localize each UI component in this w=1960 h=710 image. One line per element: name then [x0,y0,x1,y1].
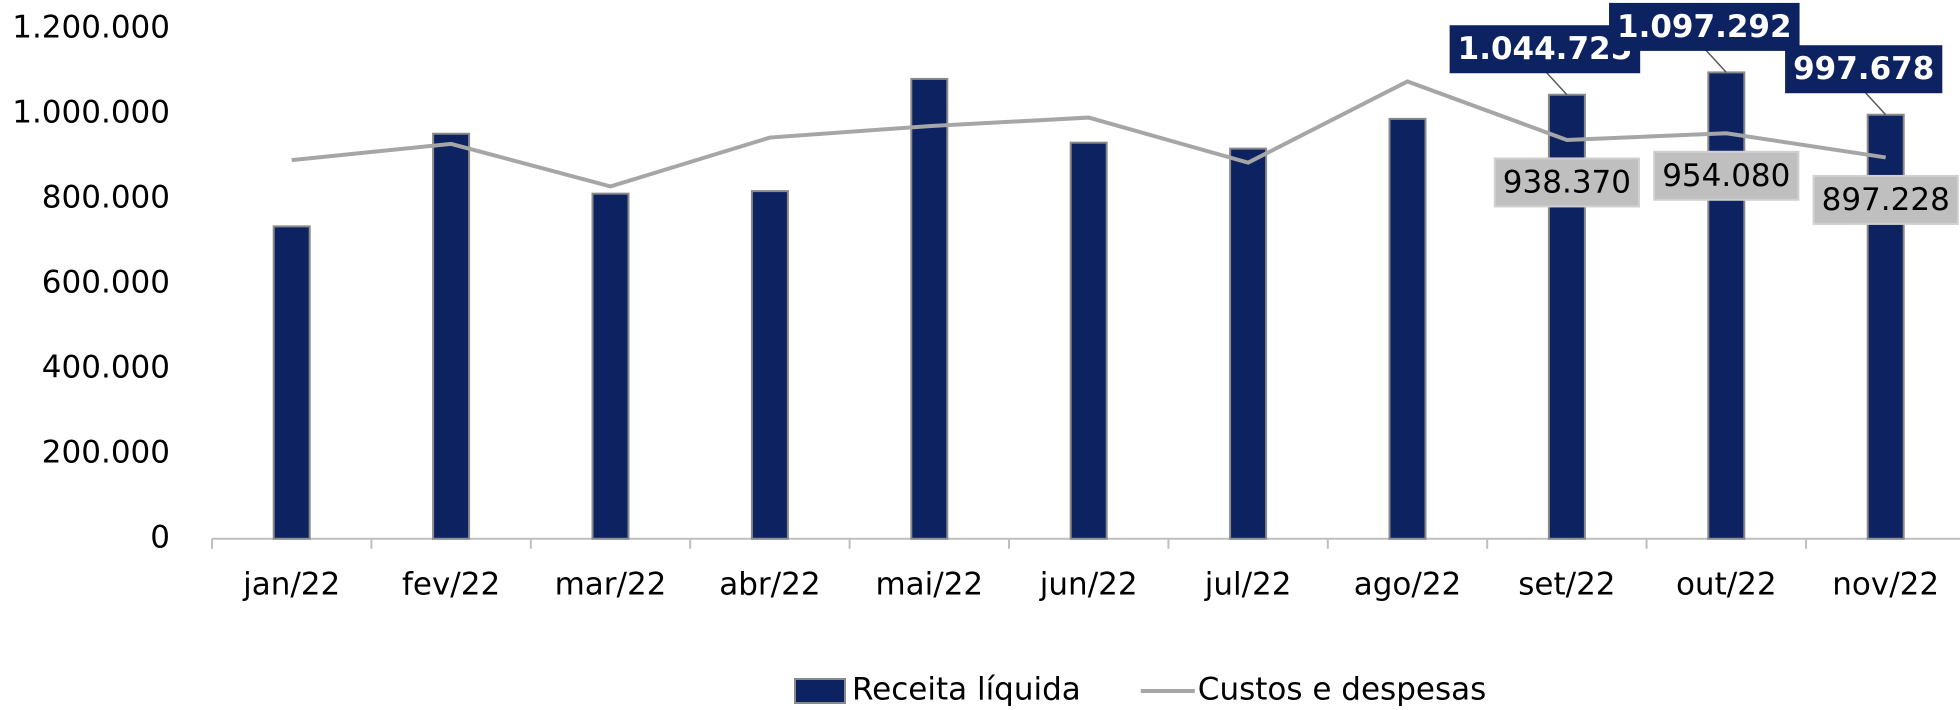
data-label: 997.678 [1793,51,1934,87]
label-box [1609,2,1800,51]
data-label: 1.044.725 [1458,31,1633,67]
data-label: 954.080 [1662,158,1790,194]
y-tick-label: 400.000 [42,349,170,385]
legend-swatch [794,678,846,704]
bar [1707,71,1746,540]
y-tick-label: 200.000 [42,434,170,470]
bar [1069,141,1108,540]
x-tick-label: jan/22 [242,567,340,603]
label-leader [1544,70,1568,96]
legend-label: Receita líquida [852,672,1081,708]
legend-label: Custos e despesas [1198,672,1486,708]
y-tick-label: 800.000 [42,179,170,215]
y-tick-label: 0 [150,519,170,555]
x-tick-label: jun/22 [1039,567,1138,603]
x-tick-label: jul/22 [1204,567,1292,603]
x-tick-label: mar/22 [555,567,667,603]
x-tick-label: ago/22 [1354,567,1462,603]
x-tick-label: nov/22 [1832,567,1939,603]
bar [272,225,311,540]
bar [1229,147,1268,540]
data-label: 897.228 [1822,182,1950,218]
y-tick-label: 1.200.000 [12,9,170,45]
label-leader [1863,90,1887,116]
label-box [1785,45,1943,94]
bar [750,190,789,540]
bar [1388,117,1427,540]
label-box [1493,157,1641,208]
label-leader [1703,47,1727,73]
x-tick-label: mai/22 [875,567,983,603]
bar [432,132,471,540]
bar [910,77,949,540]
x-tick-label: out/22 [1676,567,1777,603]
label-box [1812,174,1959,225]
x-tick-label: abr/22 [719,567,820,603]
data-label: 1.097.292 [1617,9,1792,45]
label-box [1449,25,1641,74]
line [291,79,1886,189]
label-box [1653,150,1800,201]
bar [591,192,630,540]
x-tick-label: fev/22 [402,567,500,603]
x-tick-label: set/22 [1518,567,1615,603]
data-label: 938.370 [1503,164,1631,200]
y-tick-label: 600.000 [42,264,170,300]
y-tick-label: 1.000.000 [12,94,170,130]
